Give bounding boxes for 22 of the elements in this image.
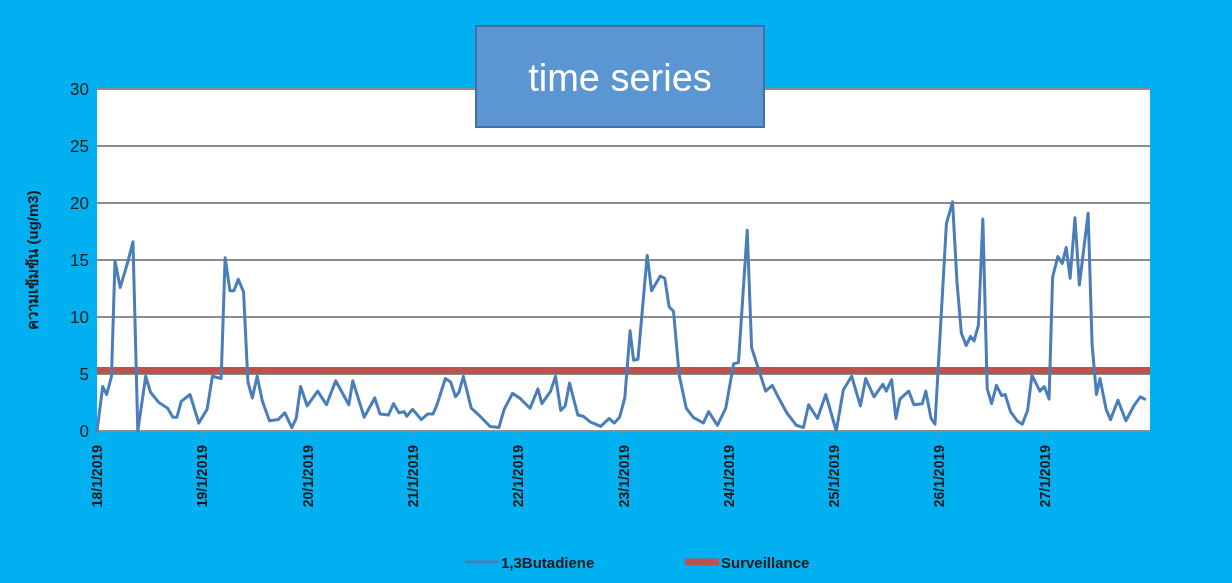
x-tick-label: 26/1/2019 xyxy=(931,444,948,508)
y-tick-label: 15 xyxy=(70,251,89,270)
y-tick-label: 5 xyxy=(79,365,89,384)
y-tick-label: 25 xyxy=(70,137,89,156)
line-series xyxy=(95,200,1147,433)
x-tick-label: 27/1/2019 xyxy=(1036,444,1053,508)
x-tick-label: 20/1/2019 xyxy=(299,444,316,508)
legend-label: Surveillance xyxy=(721,554,810,571)
y-tick-label: 0 xyxy=(79,422,89,441)
x-tick-label: 21/1/2019 xyxy=(404,444,421,508)
chart-title: time series xyxy=(528,57,712,99)
x-tick-label: 25/1/2019 xyxy=(826,444,843,508)
legend-label: 1,3Butadiene xyxy=(501,554,595,571)
x-tick-label: 22/1/2019 xyxy=(510,444,527,508)
y-tick-label: 30 xyxy=(70,80,89,99)
x-tick-label: 19/1/2019 xyxy=(194,444,211,508)
y-axis-title: ความเข้มข้น (ug/m3) xyxy=(24,190,41,330)
x-tick-label: 18/1/2019 xyxy=(89,444,105,508)
x-tick-label: 23/1/2019 xyxy=(615,444,632,508)
y-tick-label: 20 xyxy=(70,194,89,213)
x-tick-label: 24/1/2019 xyxy=(720,444,737,508)
y-tick-label: 10 xyxy=(70,308,89,327)
